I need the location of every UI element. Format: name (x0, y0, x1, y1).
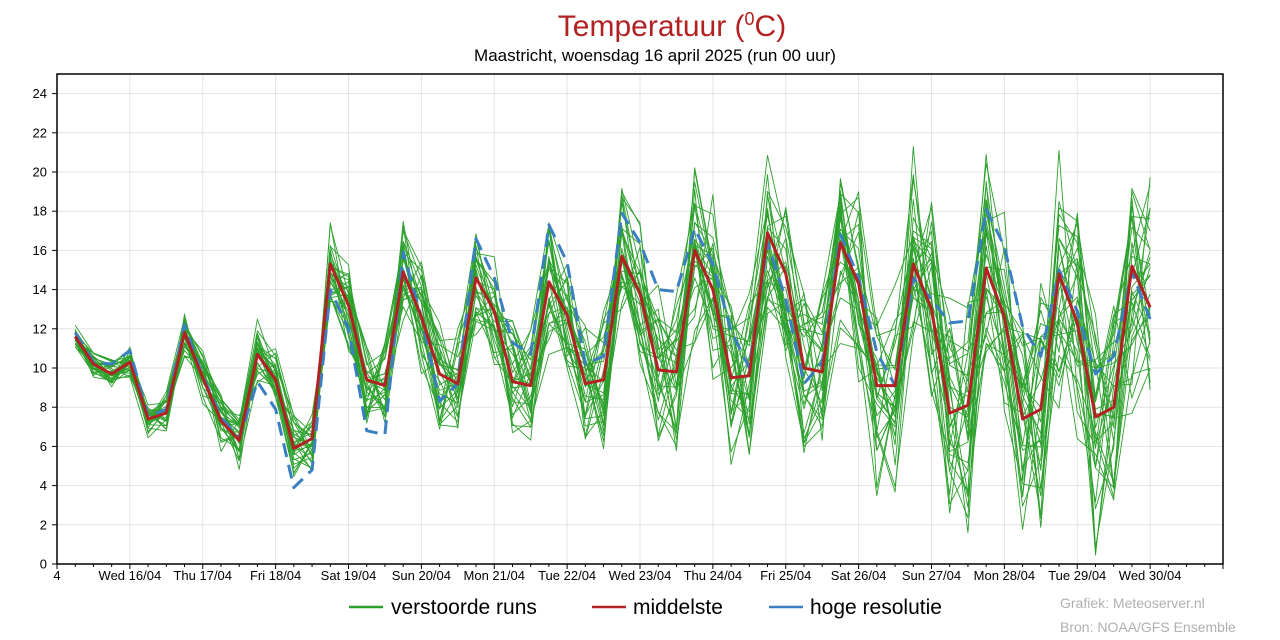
x-tick-label: Wed 23/04 (609, 568, 672, 583)
y-tick-label: 18 (33, 204, 47, 219)
credit-source: Bron: NOAA/GFS Ensemble (1060, 619, 1236, 635)
y-tick-label: 12 (33, 321, 47, 336)
y-tick-label: 22 (33, 125, 47, 140)
y-tick-label: 8 (40, 400, 47, 415)
x-tick-label: Wed 30/04 (1119, 568, 1182, 583)
y-tick-label: 6 (40, 439, 47, 454)
ensemble-member-line (74, 206, 1151, 548)
y-tick-label: 10 (33, 361, 47, 376)
x-tick-label: Fri 25/04 (760, 568, 811, 583)
x-tick-label: Tue 22/04 (538, 568, 596, 583)
x-tick-label: Sun 20/04 (392, 568, 451, 583)
ensemble-member-line (74, 192, 1151, 507)
y-tick-label: 4 (40, 478, 47, 493)
x-tick-label: Mon 28/04 (974, 568, 1035, 583)
x-tick-label: Sun 27/04 (902, 568, 961, 583)
y-tick-label: 14 (33, 282, 47, 297)
chart-title: Temperatuur (0C) (558, 9, 786, 43)
x-tick-label: Thu 17/04 (173, 568, 232, 583)
x-tick-label: Fri 18/04 (250, 568, 301, 583)
ensemble-member-line (74, 208, 1151, 497)
ensemble-member-line (74, 210, 1151, 519)
x-tick-label: Tue 29/04 (1048, 568, 1106, 583)
chart-subtitle: Maastricht, woensdag 16 april 2025 (run … (474, 46, 836, 65)
y-tick-label: 2 (40, 517, 47, 532)
legend-label-high-res: hoge resolutie (810, 596, 942, 619)
main-lines (73, 207, 1152, 490)
x-tick-label: Sat 19/04 (321, 568, 377, 583)
ensemble-member-line (74, 208, 1151, 534)
x-tick-label: Mon 21/04 (464, 568, 525, 583)
series-line-high-res (73, 207, 1152, 490)
y-tick-label: 24 (33, 86, 47, 101)
y-tick-label: 20 (33, 165, 47, 180)
legend: verstoorde runs middelste hoge resolutie (349, 596, 942, 619)
x-tick-label: Thu 24/04 (684, 568, 743, 583)
y-tick-label: 16 (33, 243, 47, 258)
ensemble-lines (74, 146, 1151, 556)
legend-label-ensemble: verstoorde runs (391, 596, 537, 619)
series-line-mean (73, 231, 1152, 450)
ensemble-member-line (74, 213, 1151, 492)
credit-graph: Grafiek: Meteoserver.nl (1060, 595, 1205, 611)
legend-label-mean: middelste (633, 596, 723, 619)
x-tick-label: Sat 26/04 (831, 568, 887, 583)
x-leading-label: 4 (53, 568, 60, 583)
x-tick-label: Wed 16/04 (99, 568, 162, 583)
y-tick-label: 0 (40, 557, 47, 572)
